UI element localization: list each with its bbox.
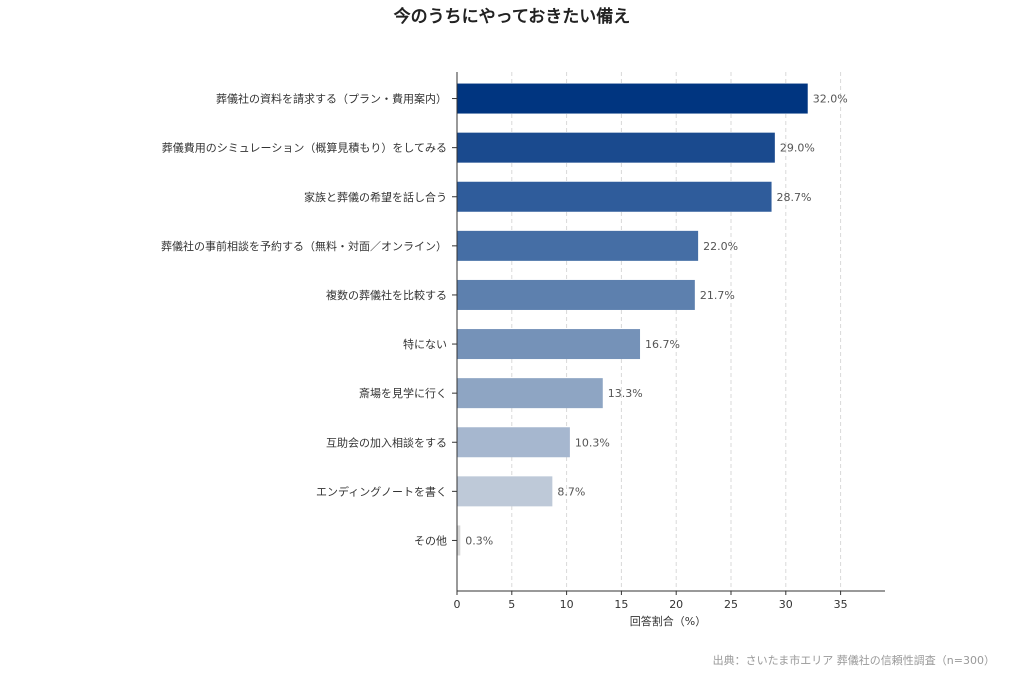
value-label: 8.7% (557, 485, 585, 498)
value-label: 10.3% (575, 436, 610, 449)
bar (457, 427, 570, 458)
x-tick-label: 25 (724, 598, 738, 611)
value-label: 13.3% (608, 387, 643, 400)
value-label: 21.7% (700, 289, 735, 302)
category-label: 葬儀社の事前相談を予約する（無料・対面／オンライン） (161, 239, 447, 253)
chart-title: 今のうちにやっておきたい備え (394, 6, 631, 27)
category-label: 葬儀費用のシミュレーション（概算見積もり）をしてみる (162, 141, 447, 155)
bar (457, 329, 641, 360)
x-tick-label: 20 (669, 598, 683, 611)
x-ticks: 0 5 10 15 20 25 30 35 (454, 591, 848, 611)
bar (457, 83, 808, 114)
value-label: 16.7% (645, 338, 680, 351)
bar (457, 279, 695, 310)
value-label: 22.0% (703, 240, 738, 253)
labels: 葬儀社の資料を請求する（プラン・費用案内） 32.0% 葬儀費用のシミュレーション（… (161, 92, 848, 548)
category-label: エンディングノートを書く (316, 484, 447, 498)
x-tick-label: 10 (560, 598, 574, 611)
x-tick-label: 0 (454, 598, 461, 611)
bar (457, 132, 775, 163)
bar (457, 230, 699, 261)
category-label: 葬儀社の資料を請求する（プラン・費用案内） (216, 92, 447, 106)
value-label: 29.0% (780, 142, 815, 155)
x-tick-label: 35 (834, 598, 848, 611)
category-label: 斎場を見学に行く (359, 386, 447, 400)
value-label: 32.0% (813, 93, 848, 106)
source-note: 出典：さいたま市エリア 葬儀社の信頼性調査（n=300） (713, 653, 995, 667)
bar (457, 181, 772, 212)
value-label: 28.7% (777, 191, 812, 204)
x-tick-label: 5 (508, 598, 515, 611)
value-label: 0.3% (465, 534, 493, 547)
bar (457, 476, 553, 507)
category-label: 特にない (403, 337, 447, 351)
category-label: 家族と葬儀の希望を話し合う (304, 190, 447, 204)
category-label: その他 (414, 534, 447, 547)
x-axis-title: 回答割合（%） (630, 614, 706, 628)
bar (457, 525, 461, 556)
bars (457, 83, 808, 556)
x-tick-label: 30 (779, 598, 793, 611)
category-label: 複数の葬儀社を比較する (326, 288, 447, 302)
category-label: 互助会の加入相談をする (326, 435, 447, 449)
x-tick-label: 15 (614, 598, 628, 611)
bar (457, 378, 603, 409)
